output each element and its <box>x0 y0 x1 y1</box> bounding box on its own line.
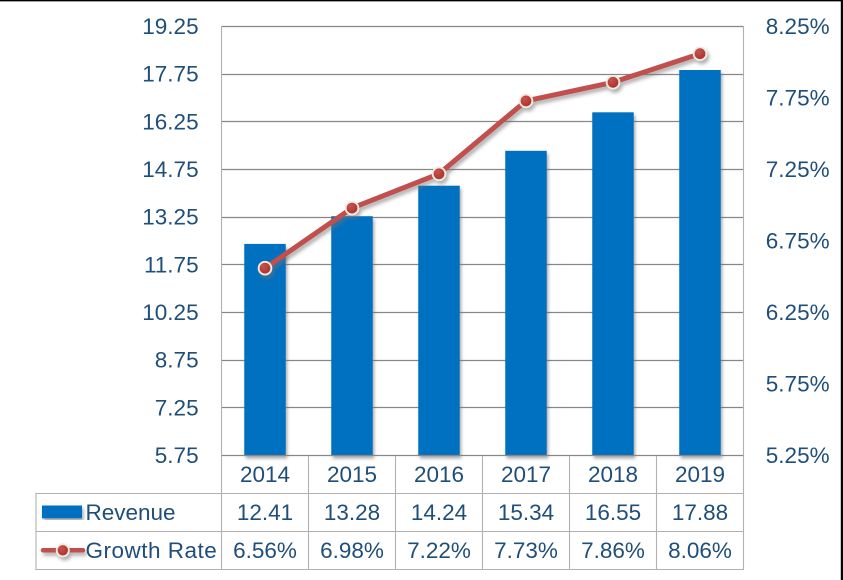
svg-text:Growth Rate: Growth Rate <box>86 538 218 563</box>
svg-text:2015: 2015 <box>327 462 377 487</box>
svg-text:Revenue: Revenue <box>86 500 176 525</box>
svg-text:19.25: 19.25 <box>142 14 198 39</box>
svg-text:7.73%: 7.73% <box>494 538 558 563</box>
svg-text:8.25%: 8.25% <box>766 14 830 39</box>
svg-text:2018: 2018 <box>588 462 638 487</box>
svg-text:5.75%: 5.75% <box>766 372 830 397</box>
svg-text:7.86%: 7.86% <box>581 538 645 563</box>
svg-text:6.98%: 6.98% <box>320 538 384 563</box>
svg-text:7.25: 7.25 <box>155 395 199 420</box>
svg-text:11.75: 11.75 <box>144 252 199 277</box>
svg-text:13.28: 13.28 <box>324 500 380 525</box>
svg-text:8.75: 8.75 <box>155 348 199 373</box>
svg-text:14.24: 14.24 <box>411 500 467 525</box>
svg-text:16.25: 16.25 <box>142 109 198 134</box>
svg-text:16.55: 16.55 <box>585 500 641 525</box>
svg-text:14.75: 14.75 <box>142 157 198 182</box>
svg-text:6.75%: 6.75% <box>766 229 830 254</box>
svg-text:2016: 2016 <box>414 462 464 487</box>
svg-text:7.22%: 7.22% <box>407 538 471 563</box>
svg-text:5.75: 5.75 <box>155 443 199 468</box>
svg-text:15.34: 15.34 <box>498 500 554 525</box>
svg-text:2014: 2014 <box>240 462 290 487</box>
svg-text:7.75%: 7.75% <box>766 86 830 111</box>
svg-text:7.25%: 7.25% <box>766 157 830 182</box>
svg-text:6.25%: 6.25% <box>766 300 830 325</box>
svg-text:17.75: 17.75 <box>142 62 198 87</box>
svg-text:8.06%: 8.06% <box>668 538 732 563</box>
svg-text:2017: 2017 <box>501 462 551 487</box>
svg-text:10.25: 10.25 <box>142 300 198 325</box>
svg-text:2019: 2019 <box>675 462 725 487</box>
svg-text:12.41: 12.41 <box>237 500 293 525</box>
svg-text:6.56%: 6.56% <box>233 538 297 563</box>
svg-text:13.25: 13.25 <box>142 205 198 230</box>
svg-text:5.25%: 5.25% <box>766 443 830 468</box>
svg-text:17.88: 17.88 <box>672 500 728 525</box>
